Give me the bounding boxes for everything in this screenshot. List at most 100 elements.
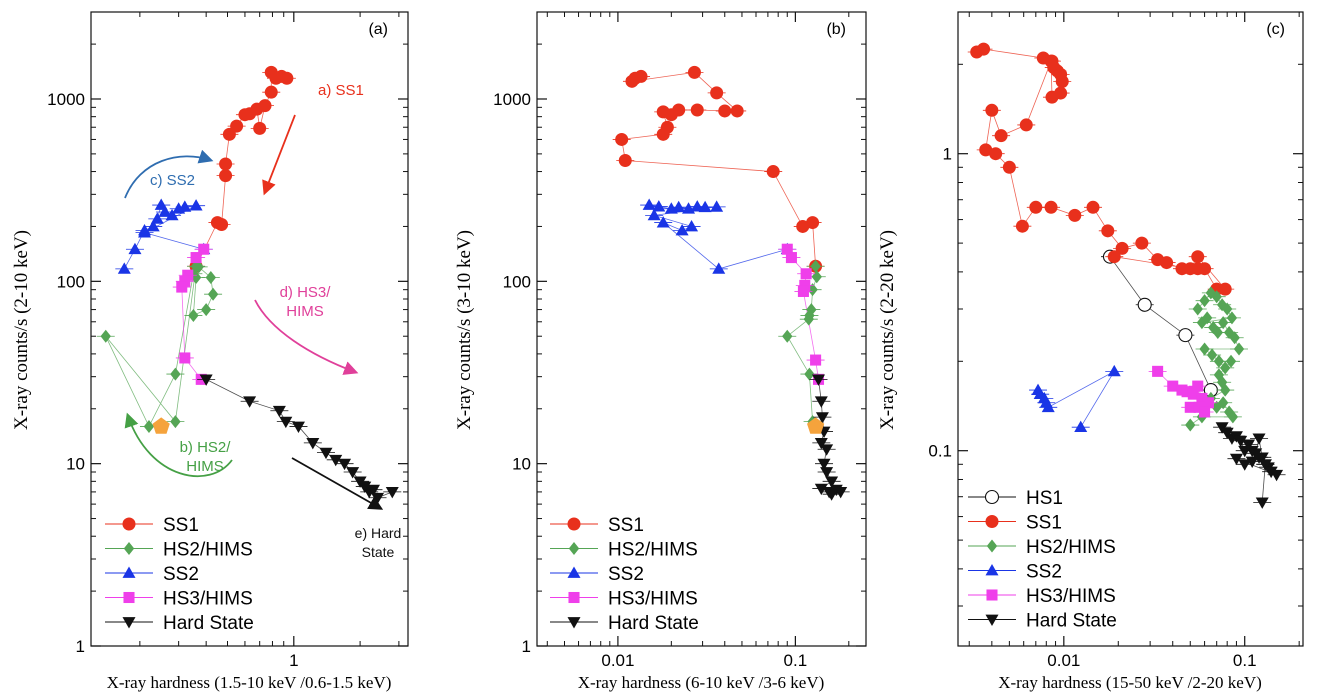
data-point [1192,380,1204,392]
data-point [1074,420,1088,433]
axis-ticks: 0.01 0.1 1 10 100 1000 [493,12,866,670]
data-point [812,374,826,386]
annotation-arrow-hs3 [254,299,359,375]
x-tick-label: 1 [289,651,298,670]
data-point [1227,410,1239,424]
annotation-arrow-ss2 [124,149,214,199]
data-point [280,71,294,85]
legend-marker [567,517,581,531]
y-tick-label: 10 [66,455,85,474]
data-point [814,483,828,496]
annotation-hard-line1: e) Hard [355,525,402,541]
data-point [243,396,257,408]
series-line [1037,370,1116,428]
data-point [1196,392,1208,404]
series-line [105,266,214,428]
series-lines [105,71,393,499]
data-point [806,216,820,230]
data-point [807,417,825,434]
data-point [817,458,831,471]
data-point [1152,365,1164,377]
legend: SS1 HS2/HIMS SS2 HS3/HIMS Hard State [105,515,254,634]
data-point [1211,290,1222,304]
data-point [712,262,726,274]
data-point [1242,439,1256,451]
data-markers [96,65,402,505]
data-point [179,352,191,364]
data-point [1229,331,1240,345]
annotation-ss1: a) SS1 [318,82,364,99]
data-point [170,367,181,381]
legend-label: HS1 [1026,488,1063,509]
data-point [189,199,203,211]
data-point [985,103,999,117]
data-point [690,103,704,117]
legend-marker [123,542,135,555]
data-point [660,120,674,134]
legend-marker [122,617,136,629]
annotation-hs3-line1: d) HS3/ [280,284,332,301]
data-point [179,275,191,287]
data-point [138,226,152,238]
data-point [1226,311,1238,325]
legend-marker [567,566,581,578]
data-point [1233,342,1245,356]
data-point [1191,250,1205,264]
data-point [1187,388,1199,400]
y-tick-label: 1000 [47,90,85,109]
series-line [649,204,788,270]
legend-marker [123,591,135,604]
annotation-arrow-hs2 [124,412,233,477]
data-point [1219,383,1231,397]
data-point [796,219,810,233]
data-point [1212,326,1224,340]
data-point [656,216,670,228]
data-point [1201,311,1213,325]
data-point [306,438,320,450]
x-axis-label: X-ray hardness (6-10 keV /3-6 keV) [578,673,825,692]
data-point [199,374,213,386]
data-point [1264,466,1278,479]
data-point [258,99,272,113]
data-point [618,153,632,167]
legend-marker [986,539,998,553]
data-point [1218,282,1232,296]
data-point [634,69,648,83]
legend-label: SS1 [1026,513,1062,534]
data-point [1019,118,1033,132]
data-point [1101,224,1115,238]
data-point [979,143,993,157]
data-point [782,329,793,343]
data-point [1178,328,1193,343]
annotation-hs3-line2: HIMS [286,303,324,320]
data-point [219,157,233,171]
y-tick-label: 0.1 [928,442,952,461]
data-point [652,200,666,212]
legend-label: Hard State [163,613,254,634]
annotation-hs2-line1: b) HS2/ [180,439,232,456]
annotation-hs2-line2: HIMS [186,458,224,475]
data-point [1199,294,1210,308]
data-point [146,219,160,232]
legend-marker [986,589,998,601]
legend-marker [568,591,580,604]
legend-label: Hard State [1026,611,1117,632]
data-point [371,492,385,505]
annotation-arrow-ss1 [262,114,296,196]
legend-marker [985,515,999,528]
data-point [1041,400,1055,413]
y-axis-label: X-ray counts/s (2-20 keV) [877,230,898,430]
data-point [1137,297,1152,312]
data-point [799,279,811,291]
legend-label: SS2 [608,564,644,585]
data-point [279,416,293,429]
data-point [1029,200,1043,214]
data-point [1044,54,1058,68]
data-point [1238,459,1252,471]
axis-ticks: 0.01 0.1 0.1 1 [928,12,1303,670]
legend-label: HS2/HIMS [1026,537,1116,558]
data-point [718,104,732,118]
legend-label: HS3/HIMS [608,589,698,610]
panel-label: (c) [1266,21,1285,38]
legend-label: HS3/HIMS [1026,586,1116,607]
